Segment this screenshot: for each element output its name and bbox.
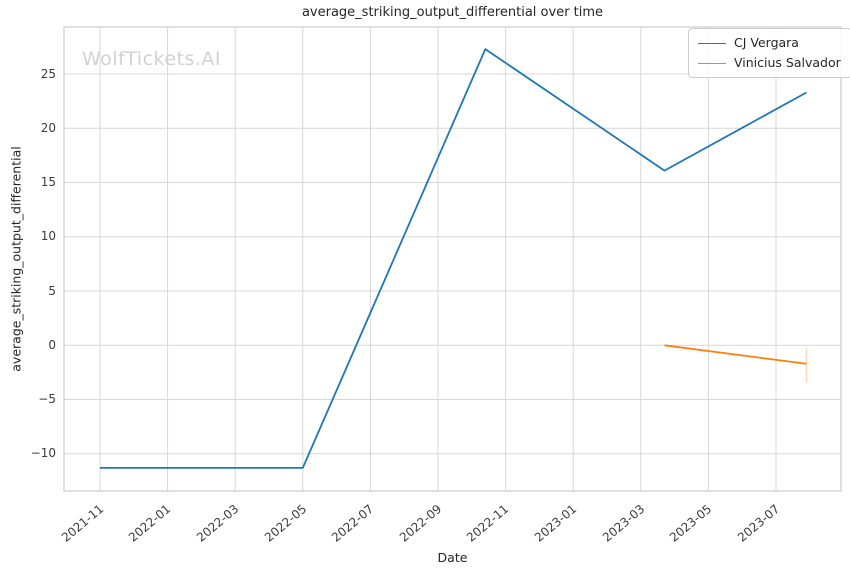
- y-tick-label: 20: [40, 120, 56, 135]
- y-tick-label: 25: [40, 66, 56, 81]
- legend-box: CJ Vergara Vinicius Salvador: [688, 28, 850, 78]
- y-tick-label: 10: [40, 229, 56, 244]
- plot-border: [63, 26, 842, 492]
- y-tick-label: 5: [48, 283, 56, 298]
- watermark-text: WolfTickets.AI: [82, 48, 222, 70]
- y-tick-label: −5: [38, 392, 56, 407]
- y-tick-label: 0: [48, 337, 56, 352]
- x-axis-label: Date: [437, 550, 468, 565]
- legend-item-cj-vergara: CJ Vergara: [698, 36, 841, 50]
- legend-line-swatch-icon: [698, 42, 726, 44]
- legend-label: CJ Vergara: [734, 35, 799, 50]
- legend-item-vinicius-salvador: Vinicius Salvador: [698, 56, 841, 70]
- y-axis-label: average_striking_output_differential: [8, 146, 24, 372]
- y-tick-label: 15: [40, 175, 56, 190]
- legend-label: Vinicius Salvador: [734, 55, 841, 70]
- series-line-cj-vergara: [100, 48, 807, 469]
- y-tick-label: −10: [30, 446, 56, 461]
- legend-line-swatch-icon: [698, 62, 726, 64]
- chart-title: average_striking_output_differential ove…: [301, 5, 604, 20]
- series-line-vinicius-salvador: [664, 344, 807, 365]
